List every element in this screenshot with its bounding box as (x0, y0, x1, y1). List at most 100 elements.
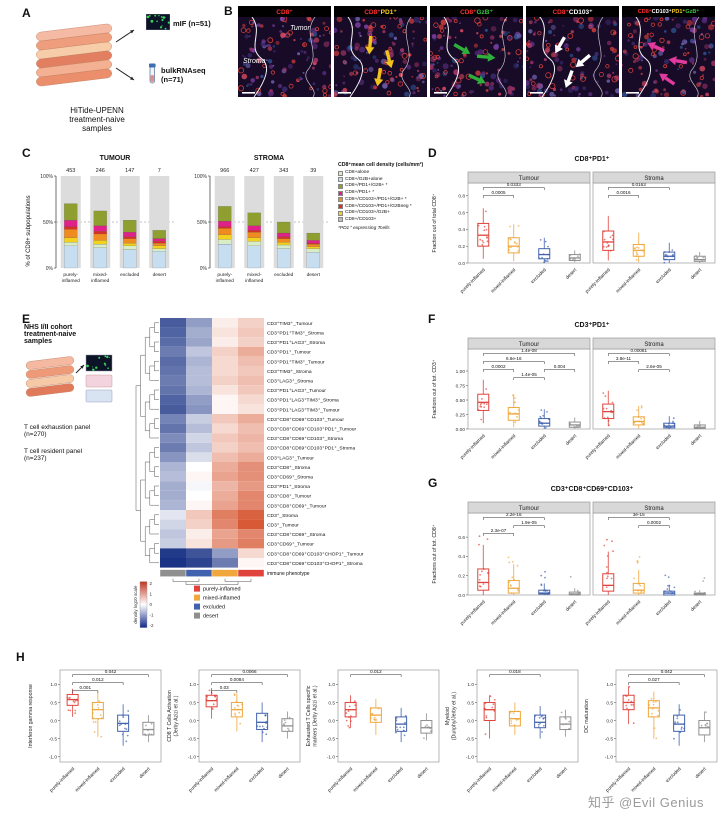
svg-text:2: 2 (150, 581, 153, 586)
svg-text:-1: -1 (150, 613, 154, 618)
svg-text:excluded: excluded (655, 433, 673, 451)
svg-text:CD3⁺LAG3⁺_Tumour: CD3⁺LAG3⁺_Tumour (267, 455, 314, 461)
svg-text:Tumour: Tumour (519, 506, 539, 512)
svg-text:0.0002: 0.0002 (647, 520, 661, 525)
svg-text:purely-inflamed: purely-inflamed (459, 267, 487, 295)
svg-text:TUMOUR: TUMOUR (100, 155, 131, 162)
svg-text:inflamed: inflamed (216, 278, 234, 284)
marker-arrow-icon (668, 56, 688, 66)
svg-text:0.012: 0.012 (92, 677, 104, 682)
svg-text:mixed-inflamed: mixed-inflamed (615, 433, 642, 460)
svg-text:1.0: 1.0 (189, 682, 196, 688)
svg-text:CD3⁺TIM3⁺_Tumour: CD3⁺TIM3⁺_Tumour (267, 321, 313, 327)
svg-text:CD3⁺CD8⁺CD69⁺CD103⁺PD1⁺_Stroma: CD3⁺CD8⁺CD69⁺CD103⁺PD1⁺_Stroma (267, 446, 355, 452)
svg-text:purely-inflamed: purely-inflamed (203, 587, 241, 593)
svg-text:desert: desert (416, 766, 430, 780)
panel-c-label: C (22, 146, 31, 160)
legend-swatch (338, 197, 343, 203)
svg-text:427: 427 (250, 168, 259, 174)
svg-text:Stroma: Stroma (644, 176, 664, 182)
svg-text:excluded: excluded (203, 605, 225, 611)
svg-text:3e-15: 3e-15 (633, 512, 645, 517)
svg-text:desert: desert (564, 433, 578, 447)
svg-text:desert: desert (277, 766, 291, 780)
svg-text:mixed-inflamed: mixed-inflamed (490, 433, 517, 460)
svg-text:mixed-inflamed: mixed-inflamed (630, 766, 657, 793)
svg-text:purely-inflamed: purely-inflamed (605, 766, 633, 794)
svg-text:CD3⁺CD8⁺_Stroma: CD3⁺CD8⁺_Stroma (267, 465, 310, 471)
microscopy-tile: CD8⁺ CD103⁺ (526, 6, 619, 97)
svg-text:mixed-inflamed: mixed-inflamed (491, 766, 518, 793)
svg-text:Fractions out of tot. CD3⁺: Fractions out of tot. CD3⁺ (432, 359, 438, 418)
svg-text:1.0: 1.0 (50, 682, 57, 688)
signature-boxplot: DC maturation 1.0 0.5 0.0 -0.5 -1.0 purely-inf… (582, 656, 720, 817)
svg-text:-1.0: -1.0 (466, 754, 475, 760)
microscopy-image (526, 17, 619, 97)
marker-arrow-icon (468, 73, 486, 85)
svg-text:mixed-inflamed: mixed-inflamed (352, 766, 379, 793)
svg-text:CD3⁺PD1⁺LAG3⁺TIM3⁺_Tumour: CD3⁺PD1⁺LAG3⁺TIM3⁺_Tumour (267, 407, 340, 413)
panel-e: E NHS I/II cohort treatment-naive sample… (22, 312, 426, 646)
panel-b: B CD8⁺ Tumor Stroma CD8⁺ PD1⁺ CD8⁺ GzB⁺ CD8⁺ CD1… (224, 4, 718, 108)
panel-b-label: B (224, 4, 233, 18)
microscopy-tile: CD8⁺ Tumor Stroma (238, 6, 331, 97)
marker-arrow-icon (365, 35, 375, 55)
svg-text:CD3⁺CD8⁺CD69⁺CD103⁺CHOP1⁺_Tumo: CD3⁺CD8⁺CD69⁺CD103⁺CHOP1⁺_Tumour (267, 551, 364, 557)
svg-text:Interferon gamma response: Interferon gamma response (28, 684, 34, 748)
svg-text:0.5: 0.5 (50, 700, 57, 706)
svg-text:1.9e-05: 1.9e-05 (521, 520, 537, 525)
legend-swatch (338, 170, 343, 176)
signature-boxplot: Myeloid (Dunphy/Jerby et al.) 1.0 0.5 0.0 -0.… (443, 656, 581, 817)
bulk-row: bulkRNAseq (n=71) (146, 62, 206, 88)
svg-text:0.042: 0.042 (105, 669, 117, 674)
svg-text:CD3⁺CD69⁺_Tumour: CD3⁺CD69⁺_Tumour (267, 542, 314, 548)
signature-boxplot: CD8 T Cells Activation (Jerby Azizi et al… (165, 656, 303, 817)
watermark: 知乎 @Evil Genius (587, 795, 704, 810)
panel-g-label: G (428, 476, 438, 490)
legend-swatch (338, 217, 343, 223)
svg-text:desert: desert (203, 614, 219, 620)
svg-text:2.3e-07: 2.3e-07 (491, 528, 507, 533)
cohort-title: NHS I/II cohort treatment-naive samples (24, 324, 77, 345)
svg-text:CD3⁺PD1⁺LAG3⁺_Tumour: CD3⁺PD1⁺LAG3⁺_Tumour (267, 388, 326, 394)
legend-item: CD8+/CD103+ (338, 217, 424, 224)
svg-text:147: 147 (125, 168, 134, 174)
svg-text:-1.0: -1.0 (49, 754, 58, 760)
svg-text:0.0066: 0.0066 (242, 669, 256, 674)
svg-text:0.027: 0.027 (648, 677, 660, 682)
legend-item: CD8+/CD103+/PD1+/GzB+ * (338, 197, 424, 204)
panel-c: C % of CD8+ subpopulations TUMOUR 0% 50% 10… (22, 146, 426, 312)
svg-text:CD8 T Cells Activation: CD8 T Cells Activation (167, 690, 173, 742)
svg-text:-0.5: -0.5 (327, 736, 336, 742)
resident-panel-label: T cell resident panel (n=237) (24, 448, 83, 462)
svg-text:excluded: excluded (530, 267, 548, 285)
svg-text:mixed-: mixed- (247, 272, 262, 278)
legend-item: CD8+alone (338, 170, 424, 177)
svg-text:0%: 0% (46, 266, 54, 272)
svg-text:0.012: 0.012 (370, 669, 382, 674)
svg-text:0%: 0% (200, 266, 208, 272)
svg-text:inflamed: inflamed (91, 278, 109, 284)
marker-arrow-icon (659, 73, 676, 86)
legend-item: CD8+/CD103+/PD1+/GzBneg * (338, 204, 424, 211)
svg-text:CD8⁺PD1⁺: CD8⁺PD1⁺ (574, 156, 609, 163)
legend-item: CD8+/PD1+ * (338, 190, 424, 197)
svg-text:purely-: purely- (63, 272, 78, 278)
marker-arrow-icon (647, 41, 665, 53)
density-legend: CD8⁺mean cell density (cells/mm²) CD8+al… (338, 162, 424, 231)
stacked-bar-charts: TUMOUR 0% 50% 100% 453 purely-inflamed 246 mixe… (32, 150, 334, 295)
svg-text:mixed-inflamed: mixed-inflamed (203, 596, 240, 602)
svg-text:CD3⁺CD8⁺CD69⁺CD103⁺CHOP1⁺_Stro: CD3⁺CD8⁺CD69⁺CD103⁺CHOP1⁺_Stroma (267, 561, 363, 567)
svg-text:0.0333: 0.0333 (507, 182, 521, 187)
svg-text:-2: -2 (150, 623, 154, 628)
marker-arrow-icon (453, 43, 471, 54)
svg-text:0.6: 0.6 (458, 210, 465, 216)
svg-text:CD3⁺CD8⁺CD69⁺CD103⁺: CD3⁺CD8⁺CD69⁺CD103⁺ (551, 486, 634, 493)
density-legend-items: CD8+alone CD8+/GzB+alone CD8+/PD1+/GzB+ * C… (338, 170, 424, 224)
svg-text:0.0: 0.0 (606, 718, 613, 724)
svg-text:Fraction out of total CD8⁺: Fraction out of total CD8⁺ (432, 193, 438, 252)
panel-f-label: F (428, 312, 436, 326)
svg-text:CD3⁺_Tumour: CD3⁺_Tumour (267, 523, 299, 529)
density-heatmap: CD3⁺TIM3⁺_Tumour CD3⁺PD1⁺TIM3⁺_Stroma CD3⁺… (130, 314, 424, 645)
svg-text:CD3⁺_Stroma: CD3⁺_Stroma (267, 513, 298, 519)
